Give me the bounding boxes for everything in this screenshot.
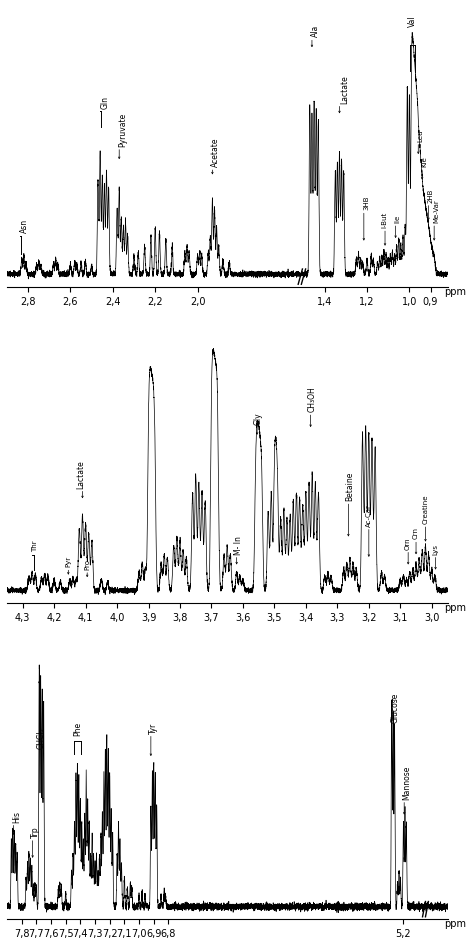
Text: Val: Val [408,16,417,27]
Text: Gln: Gln [100,96,109,109]
Text: Lactate: Lactate [76,460,85,488]
Text: Acetate: Acetate [211,138,220,167]
Text: Pro: Pro [84,559,90,570]
Text: Gly: Gly [254,412,263,425]
Text: 2HB: 2HB [428,188,433,202]
Text: Lactate: Lactate [340,75,349,104]
Text: Pyruvate: Pyruvate [118,113,127,147]
Text: Phe: Phe [73,722,82,736]
Text: CHCl₃: CHCl₃ [37,727,46,749]
Text: His: His [12,811,21,823]
Text: Tyr: Tyr [149,723,158,733]
Text: Thr: Thr [32,540,38,552]
Text: ppm: ppm [445,920,466,929]
Text: Ile: Ile [394,215,401,223]
Text: 3HB: 3HB [364,196,370,211]
Text: Kle: Kle [421,156,427,167]
Text: CH₃OH: CH₃OH [308,387,317,412]
Text: Pyr: Pyr [65,556,71,568]
Text: Leu: Leu [417,130,423,142]
Text: I-But: I-But [382,212,388,228]
Text: ppm: ppm [444,603,466,613]
Text: Orn: Orn [405,537,411,550]
Text: Ala: Ala [311,26,320,38]
Text: Asn: Asn [19,219,28,234]
Text: Crn: Crn [413,528,419,539]
Text: Creatine: Creatine [422,495,428,524]
Text: Glucose: Glucose [390,693,399,724]
Text: Me-Var: Me-Var [433,200,439,223]
Text: Ac-Car: Ac-Car [365,504,372,527]
Text: M- In: M- In [234,535,243,554]
Text: Betaine: Betaine [345,472,354,501]
Text: Mannose: Mannose [402,765,411,799]
Text: ppm: ppm [444,287,466,297]
Text: Trp: Trp [31,826,40,838]
Text: Lys: Lys [432,544,438,554]
